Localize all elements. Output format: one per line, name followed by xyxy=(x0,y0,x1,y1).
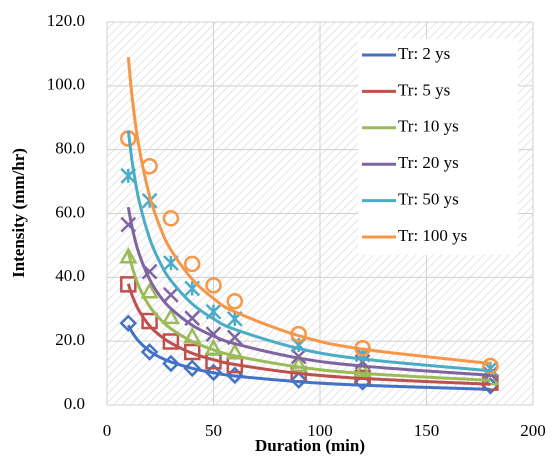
marker xyxy=(140,282,159,299)
fit-curve xyxy=(126,206,491,377)
marker xyxy=(119,247,138,264)
marker xyxy=(353,360,372,378)
y-tick-label: 120.0 xyxy=(47,11,85,30)
y-axis-label: Intensity (mm/hr) xyxy=(9,148,28,278)
x-tick-label: 0 xyxy=(103,421,112,440)
legend-label: Tr: 100 ys xyxy=(398,226,467,245)
x-tick-label: 150 xyxy=(414,421,440,440)
y-tick-label: 0.0 xyxy=(64,394,85,413)
marker xyxy=(205,277,222,294)
fit-curve xyxy=(126,130,491,373)
y-tick-label: 100.0 xyxy=(47,75,85,94)
y-tick-label: 40.0 xyxy=(55,266,85,285)
x-tick-label: 50 xyxy=(205,421,222,440)
marker xyxy=(162,210,180,227)
marker xyxy=(120,276,137,293)
marker xyxy=(161,307,181,325)
marker xyxy=(162,333,180,350)
marker xyxy=(183,255,201,273)
y-tick-label: 20.0 xyxy=(55,330,85,349)
marker xyxy=(140,343,159,361)
legend-label: Tr: 2 ys xyxy=(398,44,450,63)
legend-label: Tr: 50 ys xyxy=(398,190,459,209)
fit-curve xyxy=(126,324,491,391)
marker xyxy=(226,293,244,310)
marker xyxy=(225,342,244,360)
legend-label: Tr: 5 ys xyxy=(398,80,450,99)
y-tick-label: 80.0 xyxy=(55,139,85,158)
marker xyxy=(163,287,179,303)
x-tick-label: 200 xyxy=(520,421,546,440)
fit-curve xyxy=(126,283,491,386)
legend-box xyxy=(358,39,518,255)
x-axis-label: Duration (min) xyxy=(255,436,365,455)
marker xyxy=(183,343,201,361)
marker xyxy=(290,348,307,365)
fit-curve xyxy=(126,56,491,365)
marker xyxy=(204,363,223,382)
legend-label: Tr: 20 ys xyxy=(398,153,459,172)
legend-label: Tr: 10 ys xyxy=(398,117,459,136)
marker xyxy=(482,357,499,375)
x-tick-label: 100 xyxy=(307,421,333,440)
marker xyxy=(119,314,138,333)
marker xyxy=(289,371,308,389)
y-tick-label: 60.0 xyxy=(55,202,85,221)
legend: Tr: 2 ys Tr: 5 ys Tr: 10 ys Tr: 20 ys Tr: 50… xyxy=(358,39,518,255)
marker xyxy=(289,355,308,372)
fit-curve xyxy=(126,251,491,382)
